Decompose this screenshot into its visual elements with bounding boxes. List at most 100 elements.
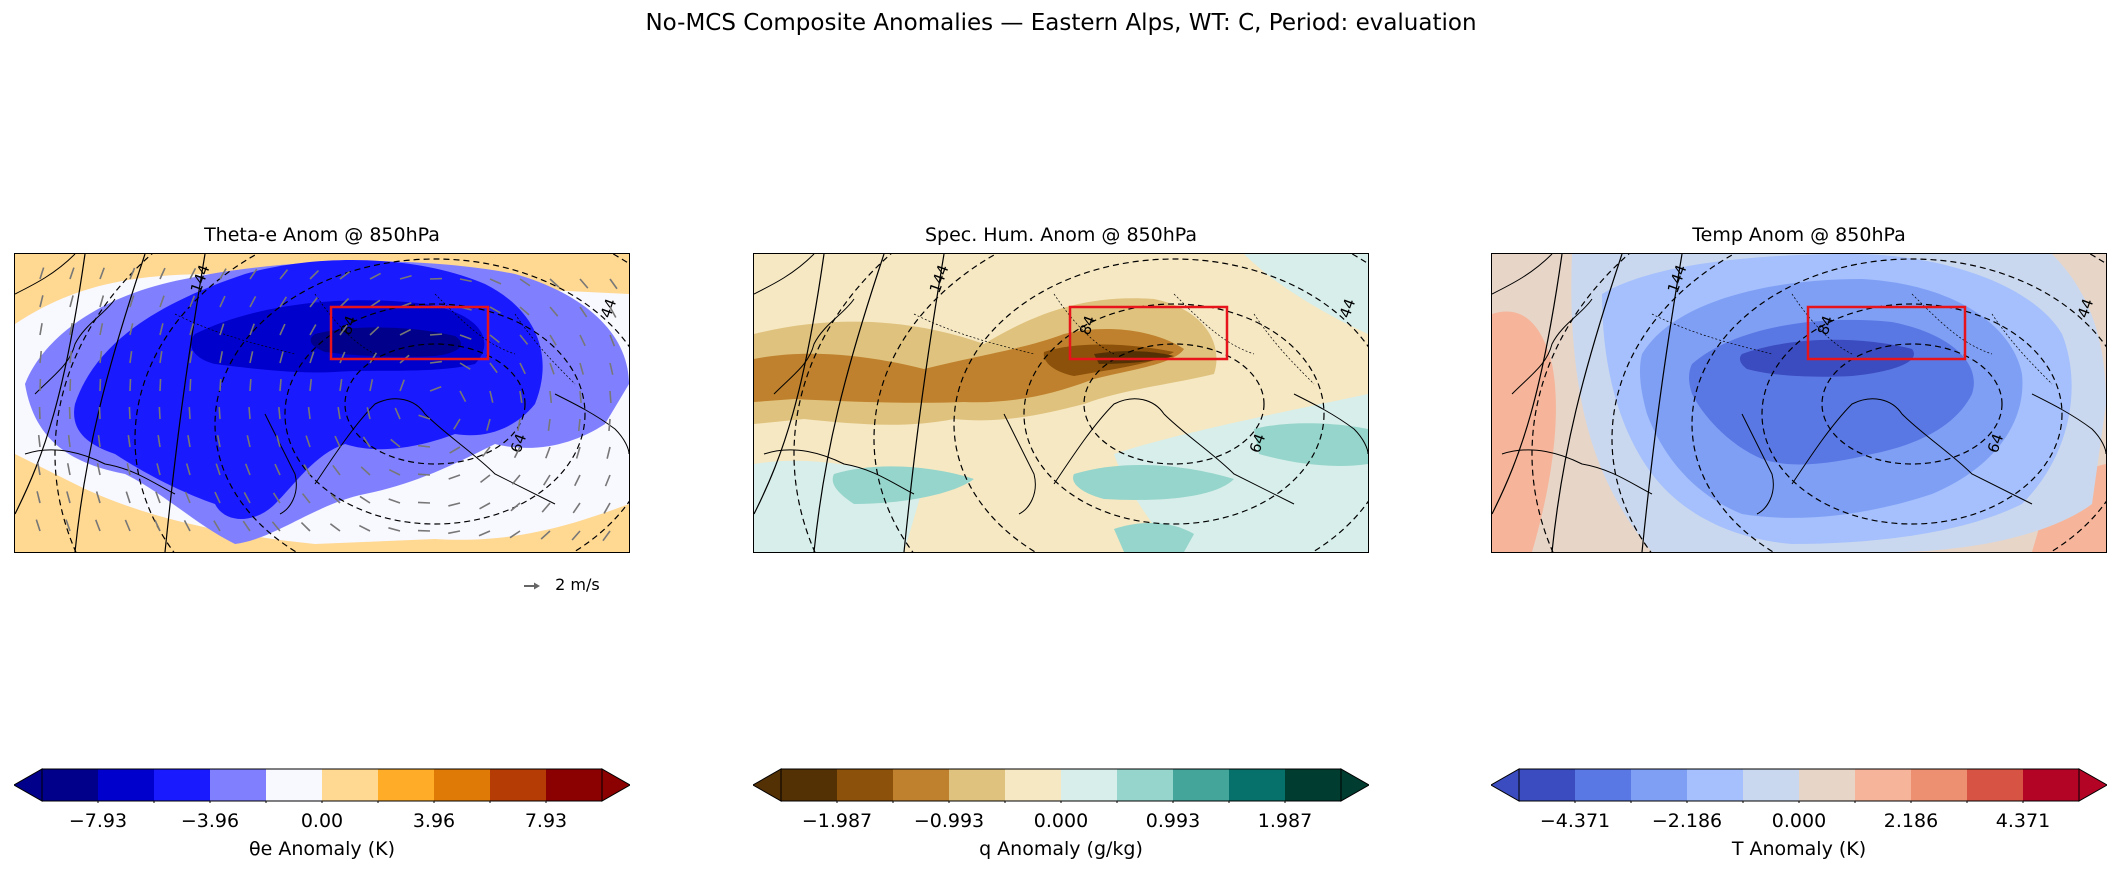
- wind-vector: [489, 390, 494, 403]
- colorbar-segment: [266, 769, 323, 801]
- border: [1173, 293, 1255, 355]
- contour-line: [1821, 343, 2003, 465]
- wind-vector: [339, 351, 346, 364]
- wind-vector: [37, 434, 41, 448]
- colorbar-segment: [546, 769, 603, 801]
- colorbar-segment: [1743, 769, 1800, 801]
- dashed-contours: [793, 254, 1368, 552]
- colorbar-tick-label: 1.987: [1257, 810, 1313, 832]
- wind-vector: [543, 474, 551, 486]
- wind-vector: [127, 435, 131, 448]
- wind-vector: [129, 267, 136, 280]
- wind-vector: [97, 434, 101, 448]
- colorbar-segment: [322, 769, 379, 801]
- wind-vector: [216, 435, 221, 448]
- filled-region: [832, 466, 974, 504]
- colorbar-segment: [2023, 769, 2080, 801]
- colorbar-temp: [1489, 767, 2109, 807]
- wind-vector: [67, 434, 71, 448]
- colorbar-segment: [1519, 769, 1576, 801]
- contour-line: [1531, 254, 1630, 552]
- wind-vector: [459, 390, 467, 403]
- wind-vector: [549, 334, 557, 346]
- wind-vector: [129, 351, 133, 364]
- wind-vector: [339, 298, 350, 308]
- wind-vector: [602, 530, 611, 542]
- wind-vector: [219, 351, 224, 364]
- wind-vector: [65, 519, 71, 532]
- wind-vector: [159, 378, 162, 392]
- contour-line: [1023, 303, 1325, 525]
- contour-line: [793, 254, 892, 552]
- contour-line: [15, 254, 86, 515]
- wind-vector: [156, 463, 161, 476]
- panel-title-theta-e: Theta-e Anom @ 850hPa: [204, 224, 440, 246]
- colorbar-segment: [1173, 769, 1230, 801]
- colorbar-label-spec-hum: q Anomaly (g/kg): [979, 838, 1143, 860]
- contour-line: [1551, 254, 1623, 552]
- wind-vector: [334, 435, 341, 448]
- colorbar-segment: [210, 769, 267, 801]
- wind-vector: [339, 379, 343, 392]
- wind-vector: [511, 474, 521, 485]
- borders: [1651, 293, 2053, 385]
- filled-region: [1492, 311, 1556, 552]
- coastlines: [15, 254, 629, 515]
- colorbar-tick-label: −0.993: [913, 810, 985, 832]
- border: [434, 293, 516, 355]
- wind-vector: [509, 530, 521, 539]
- border: [1791, 293, 1853, 355]
- colorbar-spec-hum: [751, 767, 1371, 807]
- colorbar-segment: [378, 769, 435, 801]
- contour-line: [953, 258, 1368, 552]
- quiver-key-arrow: [524, 582, 540, 589]
- wind-vector: [549, 278, 560, 288]
- dashed-contours: [54, 254, 629, 552]
- quiver-key-label: 2 m/s: [555, 575, 600, 594]
- colorbar-tick-label: −3.96: [180, 810, 240, 832]
- wind-vector: [459, 334, 472, 340]
- colorbar-extend-high: [1340, 768, 1371, 802]
- contour-line: [1083, 343, 1265, 465]
- colorbar-segment: [1229, 769, 1286, 801]
- contour-label: 44: [1336, 296, 1359, 320]
- contour-line: [1611, 254, 2106, 552]
- wind-vector: [300, 522, 311, 532]
- colorbar-segment: [837, 769, 894, 801]
- wind-vector: [399, 274, 412, 280]
- map-temp: 144 84 64 44: [1491, 253, 2107, 553]
- contour-line: [344, 343, 526, 465]
- wind-vector: [418, 414, 431, 420]
- colorbar-tick-label: −7.93: [68, 810, 128, 832]
- colorbar-tick-label: 0.000: [1033, 810, 1089, 832]
- border: [913, 313, 1035, 355]
- target-region-box: [1068, 305, 1229, 361]
- colorbar-tick-label: 3.96: [412, 810, 456, 832]
- wind-vector: [579, 390, 582, 404]
- wind-vector: [98, 406, 101, 420]
- wind-vector: [279, 378, 282, 392]
- wind-vector: [388, 498, 401, 504]
- wind-vector: [66, 491, 71, 504]
- colorbar-segment: [434, 769, 491, 801]
- target-region-box: [329, 305, 490, 361]
- wind-vector: [429, 360, 443, 364]
- filled-region: [1073, 464, 1234, 500]
- wind-vector: [486, 418, 491, 431]
- wind-vector: [309, 351, 315, 364]
- wind-vector: [519, 390, 523, 403]
- colorbar-segment: [490, 769, 547, 801]
- wind-vector: [184, 491, 191, 504]
- wind-vector: [69, 267, 75, 280]
- wind-vector: [604, 474, 611, 487]
- colorbar-tick-label: −1.987: [801, 810, 873, 832]
- wind-vector: [609, 362, 614, 375]
- wind-vector: [541, 502, 551, 513]
- wind-vector: [305, 435, 311, 448]
- colorbar-segment: [154, 769, 211, 801]
- coastline: [1511, 298, 1593, 395]
- wind-vector: [129, 295, 135, 308]
- coastline: [264, 413, 297, 515]
- wind-vector: [358, 524, 371, 532]
- colorbar-segment: [1911, 769, 1968, 801]
